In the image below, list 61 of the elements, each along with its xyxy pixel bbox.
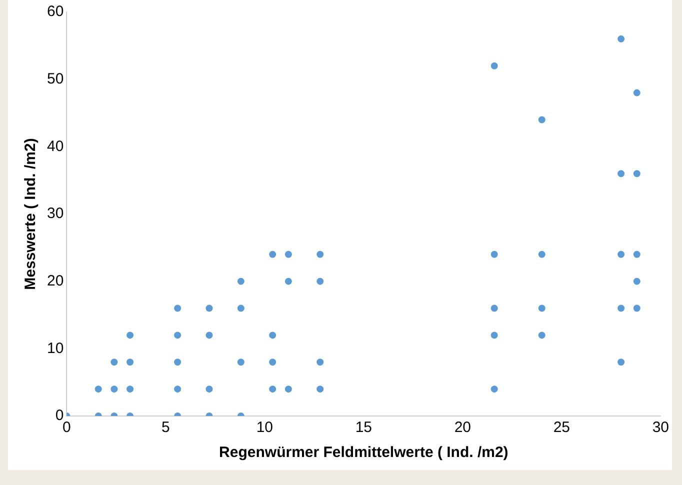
x-tick-label: 5	[162, 419, 170, 436]
point	[110, 386, 118, 393]
point	[94, 386, 102, 393]
point	[618, 250, 625, 258]
point	[269, 358, 276, 366]
y-tick-label: 10	[46, 340, 64, 357]
point	[110, 358, 118, 366]
point	[490, 62, 498, 70]
point	[237, 304, 244, 312]
x-tick-label: 25	[553, 419, 570, 436]
point	[269, 250, 276, 258]
x-tick-label: 20	[454, 419, 472, 436]
y-tick-label: 50	[46, 70, 64, 88]
point	[618, 170, 625, 178]
point	[316, 358, 324, 366]
point	[206, 304, 213, 312]
point	[284, 250, 292, 258]
point	[174, 386, 182, 393]
point	[237, 278, 244, 285]
point	[618, 358, 625, 366]
point	[633, 250, 640, 258]
point	[126, 358, 134, 366]
point	[538, 332, 546, 339]
y-tick-label: 30	[46, 205, 64, 222]
point	[269, 332, 276, 339]
point	[316, 250, 324, 258]
point	[490, 250, 498, 258]
y-axis-title: Messwerte ( Ind. /m2)	[22, 138, 40, 290]
point	[633, 304, 640, 312]
point	[538, 304, 546, 312]
point	[490, 386, 498, 393]
point	[174, 332, 182, 339]
y-tick-label: 40	[46, 138, 64, 155]
point	[126, 386, 134, 393]
point	[237, 358, 244, 366]
point	[490, 304, 498, 312]
y-tick-label: 20	[46, 272, 64, 290]
point	[316, 278, 324, 285]
x-tick-label: 30	[652, 419, 669, 436]
point	[316, 386, 324, 393]
x-tick-label: 10	[256, 419, 274, 436]
point	[490, 332, 498, 339]
y-tick-label: 0	[55, 407, 64, 424]
point	[206, 386, 213, 393]
point	[269, 386, 276, 393]
point	[538, 116, 546, 124]
point	[618, 35, 625, 42]
point	[538, 250, 546, 258]
point	[174, 304, 182, 312]
x-axis-title: Regenwürmer Feldmittelwerte ( Ind. /m2)	[219, 444, 508, 462]
point	[633, 278, 640, 285]
point	[633, 89, 640, 96]
point	[126, 332, 134, 339]
point	[284, 386, 292, 393]
point	[618, 304, 625, 312]
point	[206, 332, 213, 339]
point	[174, 358, 182, 366]
x-tick-label: 15	[355, 419, 372, 436]
y-tick-label: 60	[46, 3, 64, 20]
point	[284, 278, 292, 285]
point	[633, 170, 640, 178]
